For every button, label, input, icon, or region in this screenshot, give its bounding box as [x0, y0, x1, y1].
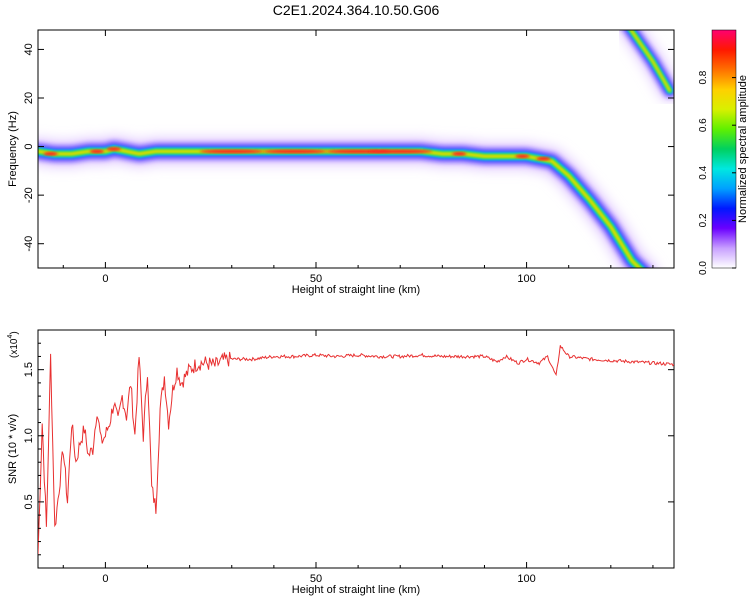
spectrogram-heatmap — [38, 30, 674, 268]
y-tick-label: 0 — [23, 144, 35, 150]
colorbar-tick-label: 0.2 — [698, 213, 709, 227]
ridge-hotspot — [106, 147, 121, 151]
ridge-hotspot — [368, 149, 433, 154]
x-tick-label: 50 — [310, 273, 322, 285]
snr-plot-area — [38, 345, 674, 555]
snr-x-tick-label: 0 — [102, 573, 108, 585]
snr-axes: 0 50 100 0.5 1.0 1.5 — [23, 330, 674, 585]
figure-title: C2E1.2024.364.10.50.G06 — [273, 2, 440, 18]
snr-panel: 0 50 100 0.5 1.0 1.5 Height of straight line … — [7, 329, 675, 596]
svg-text:(x104): (x104) — [7, 331, 20, 358]
snr-multiplier-base: (x10 — [9, 338, 20, 358]
x-tick-label: 0 — [102, 273, 108, 285]
colorbar-tick-label: 0.0 — [698, 261, 709, 275]
snr-y-tick-label: 0.5 — [23, 494, 35, 509]
y-tick-label: 40 — [23, 43, 35, 55]
spectrogram-x-label: Height of straight line (km) — [292, 284, 420, 296]
snr-x-tick-label: 100 — [517, 573, 535, 585]
colorbar-tick-label: 0.6 — [698, 118, 709, 132]
colorbar-ticks: 0.0 0.2 0.4 0.6 0.8 — [698, 70, 736, 275]
snr-y-tick-label: 1.0 — [23, 428, 35, 443]
ridge-hotspot — [43, 152, 58, 156]
ridge-hotspot — [452, 152, 467, 156]
spectrogram-frame — [37, 29, 675, 269]
snr-series-line — [38, 345, 674, 555]
colorbar-tick-label: 0.4 — [698, 165, 709, 179]
snr-y-tick-label: 1.5 — [23, 362, 35, 377]
snr-multiplier-exp: 4 — [7, 335, 14, 339]
ridge-hotspot — [536, 156, 551, 161]
x-tick-label: 100 — [517, 273, 535, 285]
y-tick-label: -20 — [23, 187, 35, 203]
colorbar-tick-label: 0.8 — [698, 70, 709, 84]
ridge-hotspot — [199, 149, 264, 154]
colorbar: 0.0 0.2 0.4 0.6 0.8 Normalized spectral ampl… — [698, 29, 749, 275]
spectrogram-y-label: Frequency (Hz) — [7, 111, 19, 187]
spectrogram-panel: 0 50 100 40 20 0 -20 -40 Height of straight lin… — [7, 29, 675, 296]
spectrogram-axes: 0 50 100 40 20 0 -20 -40 — [23, 30, 674, 285]
colorbar-bar — [711, 29, 737, 269]
y-tick-label: -40 — [23, 236, 35, 252]
ridge-hotspot — [515, 154, 530, 159]
snr-x-tick-label: 50 — [310, 573, 322, 585]
y-tick-label: 20 — [23, 92, 35, 104]
snr-y-label: SNR (10 * v/v) — [7, 414, 19, 484]
ridge-hotspot — [262, 149, 327, 154]
snr-x-label: Height of straight line (km) — [292, 584, 420, 596]
snr-frame — [37, 329, 675, 569]
upper-ridge-layer-6 — [630, 30, 671, 92]
snr-multiplier: (x104) — [7, 331, 20, 358]
colorbar-label: Normalized spectral amplitude — [737, 75, 749, 223]
ridge-hotspot — [89, 149, 104, 154]
